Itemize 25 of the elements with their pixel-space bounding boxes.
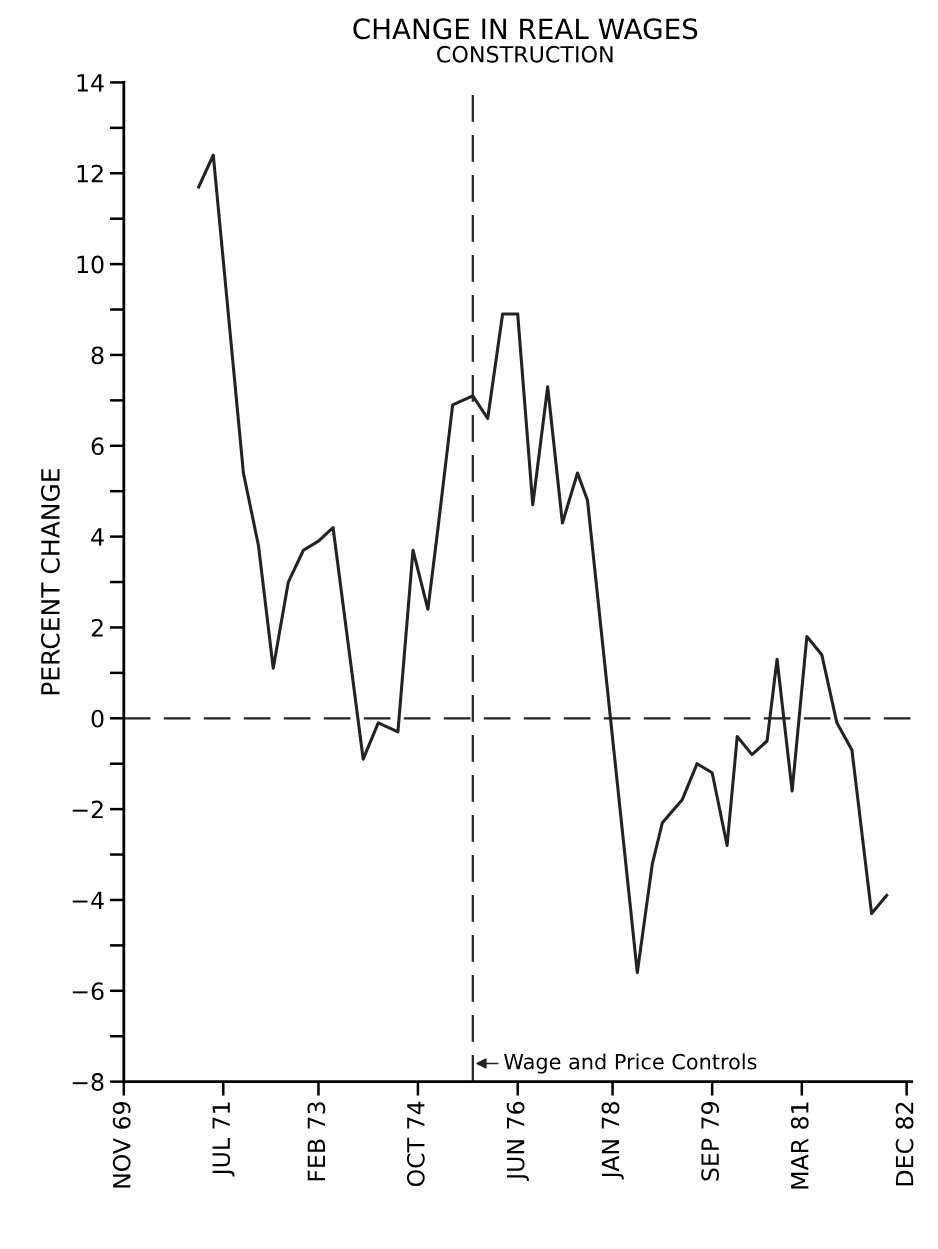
x-tick-label: JUN 76 (506, 1101, 529, 1182)
y-tick-label: 6 (91, 437, 104, 456)
x-tick-label: FEB 73 (307, 1102, 326, 1181)
y-tick-label: −4 (72, 891, 104, 909)
y-tick-label: 2 (91, 618, 103, 637)
ref-line-label: Wage and Price Controls (504, 1053, 757, 1074)
chart-subtitle: CONSTRUCTION (437, 45, 613, 63)
y-tick-label: 0 (91, 709, 104, 728)
y-tick-label: 10 (77, 255, 104, 274)
y-axis-title: PERCENT CHANGE (40, 468, 60, 695)
x-tick-label: SEP 79 (701, 1102, 720, 1181)
y-tick-label: −2 (72, 800, 103, 819)
x-tick-label: JAN 78 (601, 1102, 624, 1180)
y-tick-label: 4 (91, 528, 104, 546)
y-tick-label: 8 (91, 346, 104, 365)
x-tick-label: NOV 69 (112, 1102, 131, 1188)
x-tick-label: MAR 81 (790, 1102, 809, 1189)
y-tick-label: −8 (72, 1073, 104, 1091)
y-tick-label: −6 (72, 982, 104, 1001)
x-tick-label: OCT 74 (406, 1101, 425, 1187)
y-tick-label: 12 (77, 164, 103, 183)
y-tick-label: 14 (77, 74, 104, 92)
x-tick-label: DEC 82 (895, 1102, 914, 1186)
x-tick-label: JUL 71 (212, 1102, 235, 1177)
chart-title: CHANGE IN REAL WAGES (353, 18, 698, 40)
